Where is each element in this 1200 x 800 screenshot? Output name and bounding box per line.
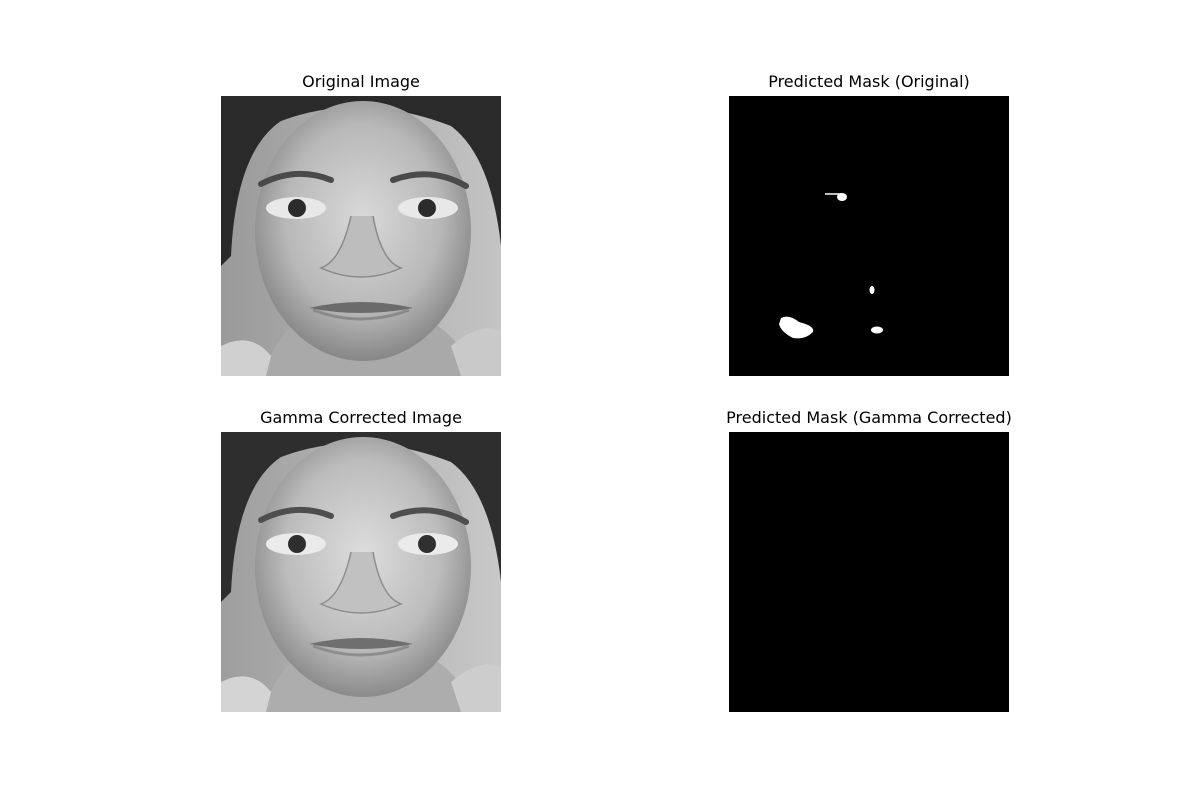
predicted-mask-gamma <box>729 432 1009 712</box>
predicted-mask-original <box>729 96 1009 376</box>
title-original-image: Original Image <box>302 72 420 91</box>
face-photo-gamma-graphic <box>221 432 501 712</box>
face-photo-graphic <box>221 96 501 376</box>
mask-blobs-graphic <box>729 96 1009 376</box>
title-gamma-corrected-image: Gamma Corrected Image <box>260 408 462 427</box>
original-face-image <box>221 96 501 376</box>
title-predicted-mask-gamma: Predicted Mask (Gamma Corrected) <box>726 408 1012 427</box>
title-predicted-mask-original: Predicted Mask (Original) <box>768 72 970 91</box>
gamma-corrected-face-image <box>221 432 501 712</box>
